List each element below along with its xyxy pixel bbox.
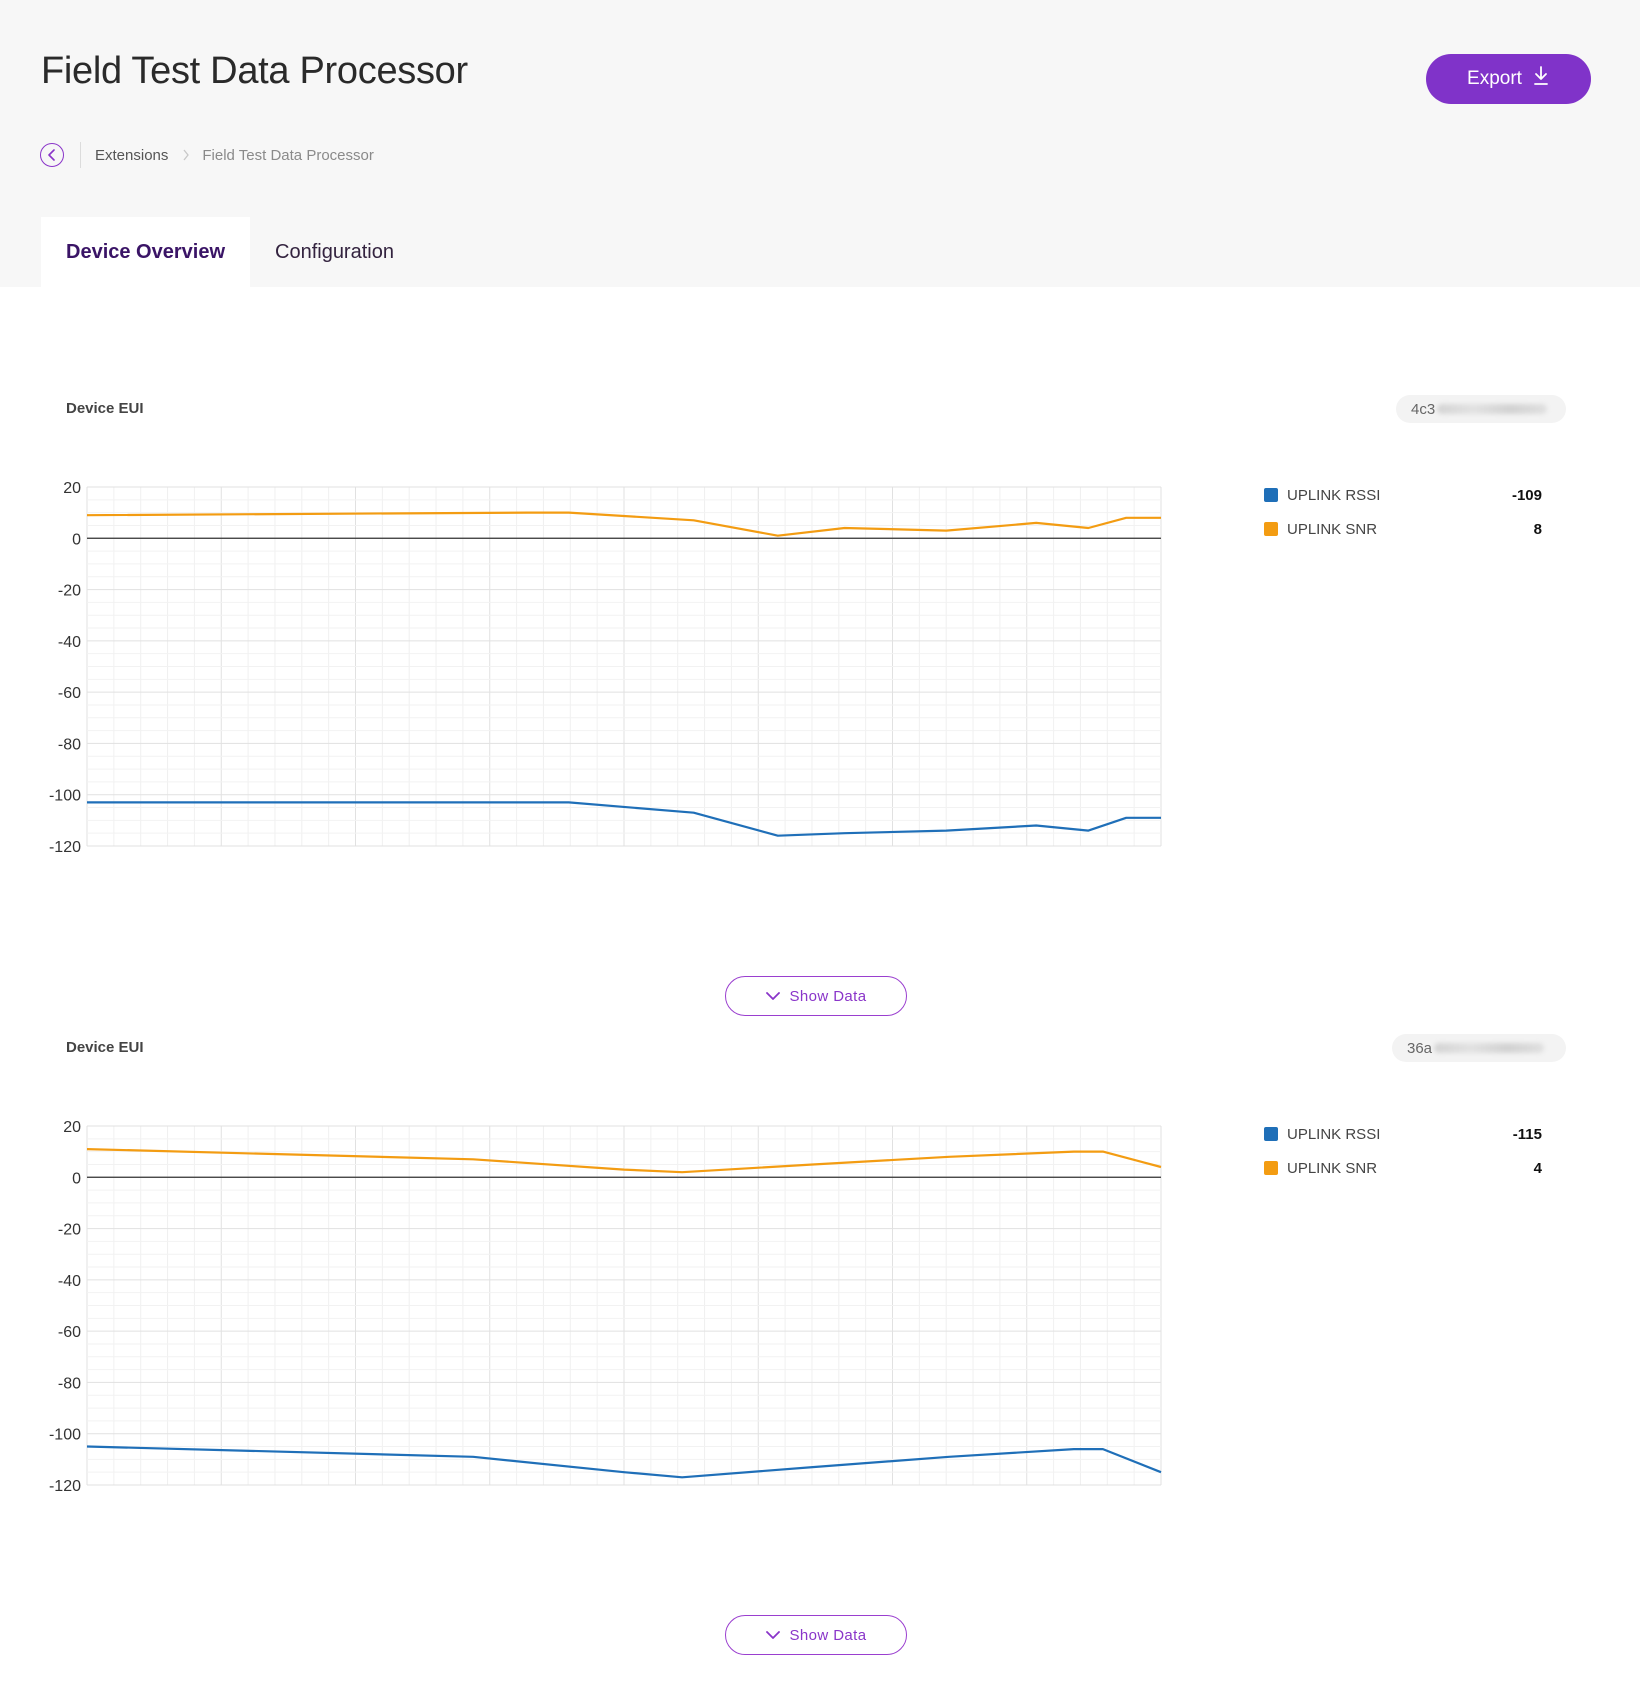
legend-label: UPLINK SNR bbox=[1287, 1159, 1378, 1177]
redacted-mask bbox=[1437, 404, 1548, 414]
legend-swatch-snr bbox=[1264, 522, 1278, 536]
legend-item-rssi: UPLINK RSSI -109 bbox=[1264, 478, 1542, 512]
show-data-button[interactable]: Show Data bbox=[725, 976, 907, 1016]
y-tick-label: -80 bbox=[58, 736, 81, 753]
page-title: Field Test Data Processor bbox=[41, 50, 468, 92]
y-tick-label: -120 bbox=[49, 1478, 81, 1495]
y-tick-label: -20 bbox=[58, 583, 81, 600]
series-line-rssi bbox=[86, 1445, 1162, 1479]
series-line-rssi bbox=[87, 801, 1161, 837]
show-data-label: Show Data bbox=[789, 987, 867, 1005]
chevron-left-icon bbox=[48, 149, 55, 161]
y-tick-label: -100 bbox=[49, 1427, 81, 1444]
line-chart: 20 0 -20 -40 -60 -80 -100 -120 bbox=[49, 480, 1162, 856]
device-eui-label: Device EUI bbox=[66, 1039, 144, 1056]
tab-configuration[interactable]: Configuration bbox=[275, 240, 394, 263]
series-line-snr bbox=[86, 511, 1161, 537]
y-tick-label: 0 bbox=[72, 1170, 81, 1187]
page-header: Field Test Data Processor Export Extensi… bbox=[0, 0, 1640, 287]
chevron-down-icon bbox=[765, 1630, 780, 1639]
breadcrumb: Extensions Field Test Data Processor bbox=[40, 141, 374, 169]
tab-device-overview[interactable]: Device Overview bbox=[41, 217, 250, 287]
y-tick-label: -20 bbox=[58, 1222, 81, 1239]
breadcrumb-divider bbox=[80, 142, 81, 168]
chart-legend: UPLINK RSSI -115 UPLINK SNR 4 bbox=[1264, 1117, 1542, 1185]
legend-value: -115 bbox=[1512, 1125, 1542, 1143]
y-tick-label: -120 bbox=[49, 839, 81, 856]
y-tick-label: 0 bbox=[72, 531, 81, 548]
breadcrumb-extensions[interactable]: Extensions bbox=[95, 146, 169, 164]
export-label: Export bbox=[1467, 68, 1522, 89]
y-tick-label: -60 bbox=[58, 1324, 81, 1341]
y-tick-label: -40 bbox=[58, 634, 81, 651]
line-chart: 20 0 -20 -40 -60 -80 -100 -120 bbox=[49, 1119, 1162, 1495]
redacted-mask bbox=[1434, 1043, 1545, 1053]
series-line-snr bbox=[86, 1148, 1162, 1174]
y-tick-label: 20 bbox=[63, 1119, 81, 1136]
back-button[interactable] bbox=[40, 143, 64, 167]
legend-value: 4 bbox=[1533, 1159, 1542, 1177]
show-data-button[interactable]: Show Data bbox=[725, 1615, 907, 1655]
legend-swatch-rssi bbox=[1264, 1127, 1278, 1141]
device-eui-value: 4c3 bbox=[1396, 395, 1566, 423]
y-tick-label: 20 bbox=[63, 480, 81, 497]
breadcrumb-current: Field Test Data Processor bbox=[202, 146, 374, 164]
chart-grid bbox=[86, 1125, 1162, 1486]
y-tick-label: -80 bbox=[58, 1375, 81, 1392]
device-eui-text: 4c3 bbox=[1411, 400, 1436, 418]
legend-label: UPLINK RSSI bbox=[1287, 486, 1381, 504]
tab-bar: Device Overview Configuration bbox=[41, 217, 419, 287]
legend-value: 8 bbox=[1533, 520, 1542, 538]
legend-label: UPLINK SNR bbox=[1287, 520, 1378, 538]
y-tick-label: -40 bbox=[58, 1273, 81, 1290]
legend-item-rssi: UPLINK RSSI -115 bbox=[1264, 1117, 1542, 1151]
export-button[interactable]: Export bbox=[1426, 54, 1591, 104]
chevron-right-icon bbox=[182, 149, 190, 161]
device-eui-label: Device EUI bbox=[66, 400, 144, 417]
device-eui-text: 36a bbox=[1407, 1039, 1433, 1057]
y-tick-label: -100 bbox=[49, 788, 81, 805]
y-tick-label: -60 bbox=[58, 685, 81, 702]
legend-value: -109 bbox=[1511, 486, 1542, 504]
legend-item-snr: UPLINK SNR 4 bbox=[1264, 1151, 1542, 1185]
legend-swatch-rssi bbox=[1264, 488, 1278, 502]
chart-legend: UPLINK RSSI -109 UPLINK SNR 8 bbox=[1264, 478, 1542, 546]
device-eui-value: 36a bbox=[1392, 1034, 1566, 1062]
legend-label: UPLINK RSSI bbox=[1287, 1125, 1381, 1143]
chevron-down-icon bbox=[765, 991, 780, 1000]
show-data-label: Show Data bbox=[789, 1626, 867, 1644]
legend-item-snr: UPLINK SNR 8 bbox=[1264, 512, 1542, 546]
download-icon bbox=[1532, 66, 1550, 92]
legend-swatch-snr bbox=[1264, 1161, 1278, 1175]
chart-grid bbox=[86, 486, 1162, 847]
